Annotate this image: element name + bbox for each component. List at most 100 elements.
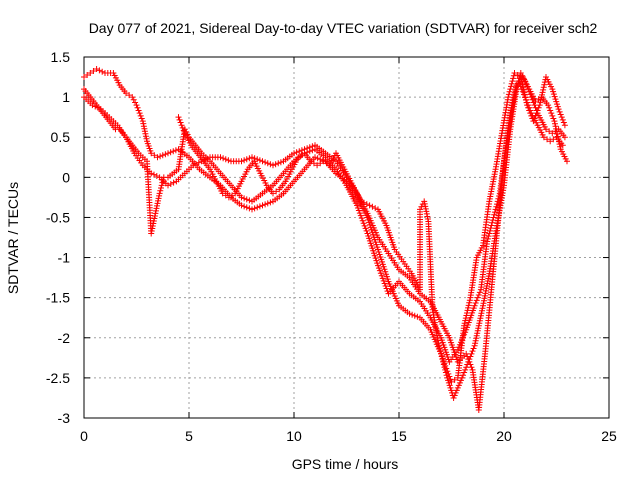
x-tick-label: 5 [185,428,193,444]
data-point [372,205,379,212]
data-point [148,230,155,237]
data-point [159,152,166,159]
data-point [471,342,478,349]
data-point [559,142,566,149]
data-point [507,107,514,114]
data-point [448,378,455,385]
y-tick-label: 0 [62,169,70,185]
data-point [96,67,103,74]
data-point [447,384,454,391]
data-point [219,190,226,197]
data-point [489,219,496,226]
data-point [89,102,96,109]
data-point [487,227,493,234]
data-point [555,136,562,143]
data-point [246,155,253,162]
data-point [204,155,211,162]
data-point [123,90,129,97]
data-point [170,179,177,186]
data-point [148,170,155,177]
data-point [317,160,324,167]
y-tick-label: -3 [58,410,71,426]
data-point [476,320,483,327]
data-point [511,89,518,96]
data-point [453,387,460,394]
data-point [383,285,390,292]
data-point [530,118,537,125]
data-point [525,104,532,111]
data-point [462,315,469,322]
data-point [492,206,499,213]
data-point [154,154,161,161]
data-point [151,152,158,159]
data-point [553,125,560,132]
data-point [556,108,563,115]
data-point [463,350,470,357]
data-point [259,202,266,209]
data-point [527,110,534,117]
data-point [549,130,556,137]
data-point [474,330,481,337]
data-point [241,203,248,210]
data-point [443,365,450,372]
data-point [406,310,413,317]
data-point [423,208,430,215]
data-point [463,309,470,316]
data-point [556,141,563,148]
data-point [474,327,481,334]
data-point [523,99,530,106]
data-point [409,311,416,318]
data-point [156,190,163,197]
data-point [472,337,479,344]
data-point [422,205,429,212]
data-point [225,157,232,164]
data-point [450,394,457,401]
y-tick-label: -0.5 [46,209,70,225]
data-point [511,92,518,99]
data-point [421,200,428,207]
data-point [238,202,245,209]
data-point [151,171,157,178]
data-point [90,68,97,75]
data-point [508,83,514,90]
data-point [358,215,365,222]
data-point [560,119,567,126]
data-point [465,304,472,311]
data-point [141,128,148,135]
data-point [552,96,559,103]
data-point [142,130,149,137]
data-point [537,97,544,104]
y-tick-label: 1 [62,89,70,105]
data-point [517,74,524,81]
data-point [356,210,363,217]
data-point [241,157,248,164]
data-point [521,89,528,96]
data-points [81,66,570,413]
data-point [140,123,147,130]
data-point [505,91,512,98]
data-point [296,148,303,155]
data-point [262,201,269,208]
data-point [470,345,477,352]
data-point [273,188,280,195]
data-point [451,392,458,399]
data-point [518,76,525,83]
data-point [455,382,462,389]
data-point [520,84,527,91]
data-point [246,205,253,212]
data-point [249,206,255,213]
data-point [142,133,149,140]
data-point [473,297,480,304]
data-point [222,192,229,199]
x-tick-label: 0 [80,428,88,444]
data-point [461,369,468,376]
y-tick-label: -1.5 [46,290,70,306]
data-point [462,317,469,324]
data-point [141,125,148,132]
data-point [256,203,263,210]
data-point [532,98,539,105]
data-point [129,94,136,101]
data-point [277,159,284,166]
data-point [522,94,529,101]
data-point [519,81,526,88]
